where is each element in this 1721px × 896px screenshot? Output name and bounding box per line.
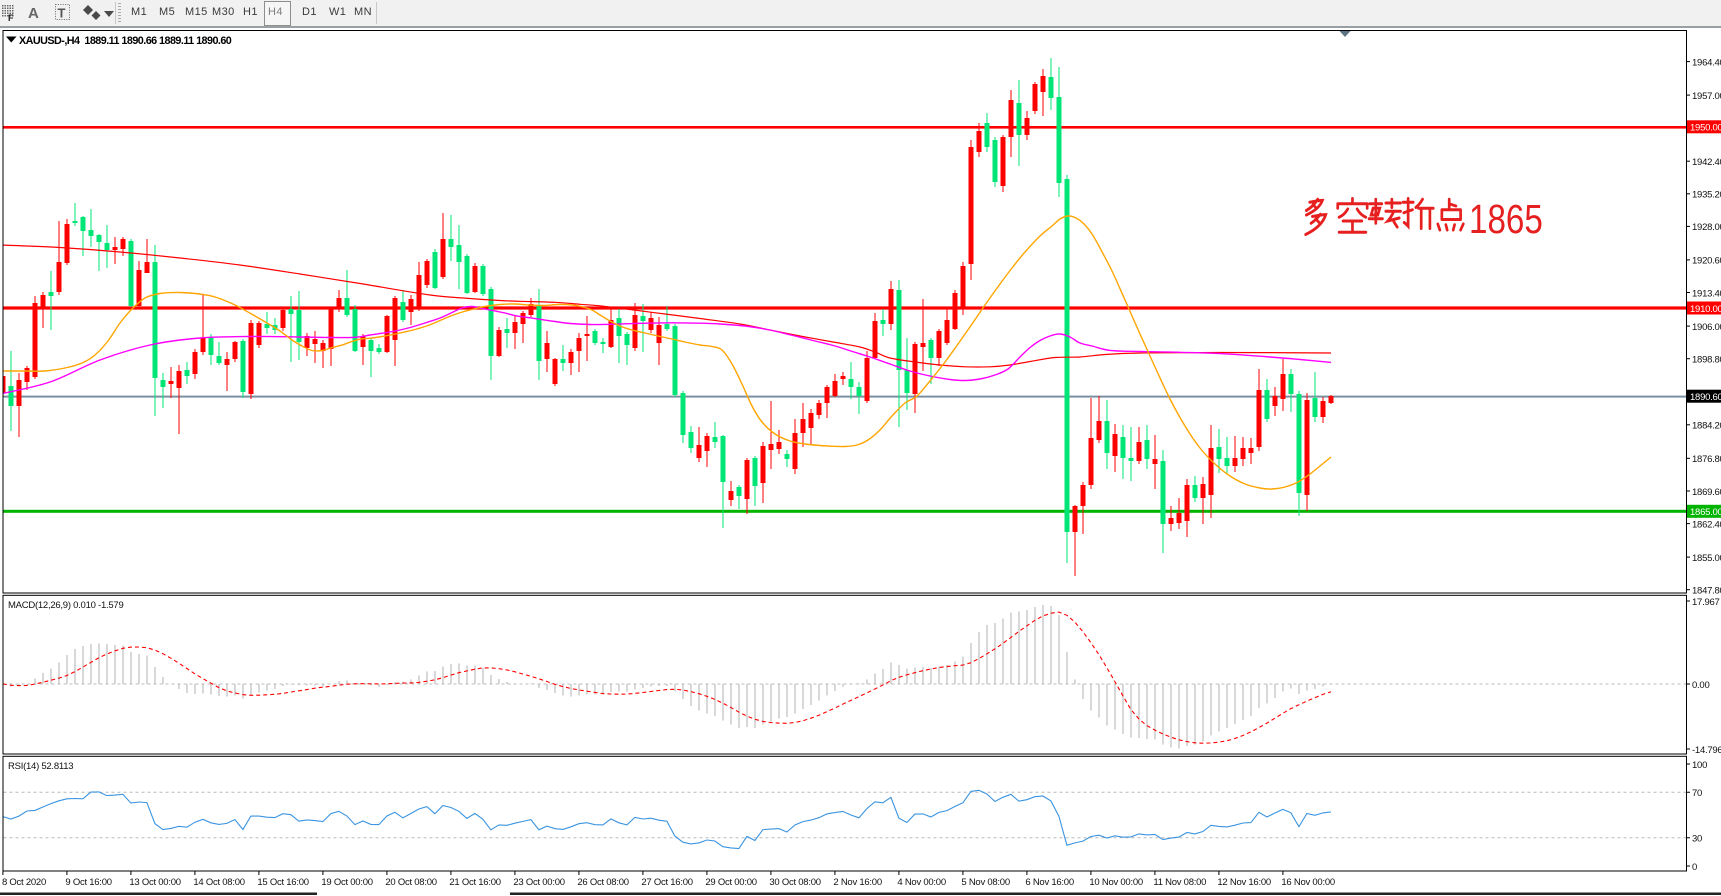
svg-text:1928.00: 1928.00 bbox=[1692, 222, 1721, 233]
svg-text:14 Oct 08:00: 14 Oct 08:00 bbox=[193, 877, 244, 888]
svg-text:1890.60: 1890.60 bbox=[1690, 392, 1721, 403]
svg-text:1884.20: 1884.20 bbox=[1692, 421, 1721, 432]
svg-text:1913.40: 1913.40 bbox=[1692, 288, 1721, 299]
svg-text:4 Nov 00:00: 4 Nov 00:00 bbox=[897, 877, 945, 888]
svg-text:11 Nov 08:00: 11 Nov 08:00 bbox=[1153, 877, 1206, 888]
svg-text:6 Nov 16:00: 6 Nov 16:00 bbox=[1025, 877, 1073, 888]
svg-text:26 Oct 08:00: 26 Oct 08:00 bbox=[577, 877, 628, 888]
svg-text:1865.00: 1865.00 bbox=[1690, 507, 1721, 518]
svg-text:70: 70 bbox=[1692, 788, 1702, 799]
svg-text:1910.00: 1910.00 bbox=[1690, 304, 1721, 315]
svg-text:5 Nov 08:00: 5 Nov 08:00 bbox=[961, 877, 1009, 888]
svg-text:-14.796: -14.796 bbox=[1692, 745, 1721, 756]
svg-text:15 Oct 16:00: 15 Oct 16:00 bbox=[257, 877, 308, 888]
svg-text:13 Oct 00:00: 13 Oct 00:00 bbox=[129, 877, 180, 888]
svg-text:1865: 1865 bbox=[1469, 196, 1543, 242]
svg-text:19 Oct 00:00: 19 Oct 00:00 bbox=[321, 877, 372, 888]
svg-text:1869.60: 1869.60 bbox=[1692, 487, 1721, 498]
svg-text:21 Oct 16:00: 21 Oct 16:00 bbox=[449, 877, 500, 888]
svg-text:RSI(14) 52.8113: RSI(14) 52.8113 bbox=[8, 761, 73, 772]
svg-text:1935.20: 1935.20 bbox=[1692, 190, 1721, 201]
svg-text:9 Oct 16:00: 9 Oct 16:00 bbox=[65, 877, 111, 888]
svg-text:1876.80: 1876.80 bbox=[1692, 454, 1721, 465]
svg-text:29 Oct 00:00: 29 Oct 00:00 bbox=[705, 877, 756, 888]
svg-text:MACD(12,26,9) 0.010 -1.579: MACD(12,26,9) 0.010 -1.579 bbox=[8, 600, 123, 611]
svg-text:T: T bbox=[58, 6, 66, 21]
svg-text:0: 0 bbox=[1692, 862, 1697, 873]
svg-text:1957.00: 1957.00 bbox=[1692, 91, 1721, 102]
svg-text:1942.40: 1942.40 bbox=[1692, 157, 1721, 168]
svg-text:1862.40: 1862.40 bbox=[1692, 519, 1721, 530]
svg-text:30: 30 bbox=[1692, 834, 1702, 845]
svg-text:1847.80: 1847.80 bbox=[1692, 586, 1721, 597]
svg-text:30 Oct 08:00: 30 Oct 08:00 bbox=[769, 877, 820, 888]
svg-text:100: 100 bbox=[1692, 760, 1707, 771]
svg-text:10 Nov 00:00: 10 Nov 00:00 bbox=[1089, 877, 1143, 888]
svg-text:20 Oct 08:00: 20 Oct 08:00 bbox=[385, 877, 436, 888]
svg-text:1920.60: 1920.60 bbox=[1692, 256, 1721, 267]
svg-text:2 Nov 16:00: 2 Nov 16:00 bbox=[833, 877, 881, 888]
svg-text:1855.00: 1855.00 bbox=[1692, 553, 1721, 564]
svg-text:XAUUSD-,H4 1889.11 1890.66 18: XAUUSD-,H4 1889.11 1890.66 1889.11 1890.… bbox=[19, 35, 232, 47]
svg-text:0.00: 0.00 bbox=[1692, 680, 1710, 691]
svg-text:16 Nov 00:00: 16 Nov 00:00 bbox=[1281, 877, 1335, 888]
svg-text:1898.80: 1898.80 bbox=[1692, 355, 1721, 366]
svg-text:A: A bbox=[28, 5, 39, 22]
svg-text:12 Nov 16:00: 12 Nov 16:00 bbox=[1217, 877, 1271, 888]
svg-text:1906.00: 1906.00 bbox=[1692, 322, 1721, 333]
svg-text:8 Oct 2020: 8 Oct 2020 bbox=[2, 877, 46, 888]
svg-text:F: F bbox=[8, 13, 14, 23]
svg-text:27 Oct 16:00: 27 Oct 16:00 bbox=[641, 877, 692, 888]
svg-text:1964.40: 1964.40 bbox=[1692, 57, 1721, 68]
svg-text:1950.00: 1950.00 bbox=[1690, 123, 1721, 134]
svg-text:23 Oct 00:00: 23 Oct 00:00 bbox=[513, 877, 564, 888]
svg-text:17.967: 17.967 bbox=[1692, 597, 1720, 608]
